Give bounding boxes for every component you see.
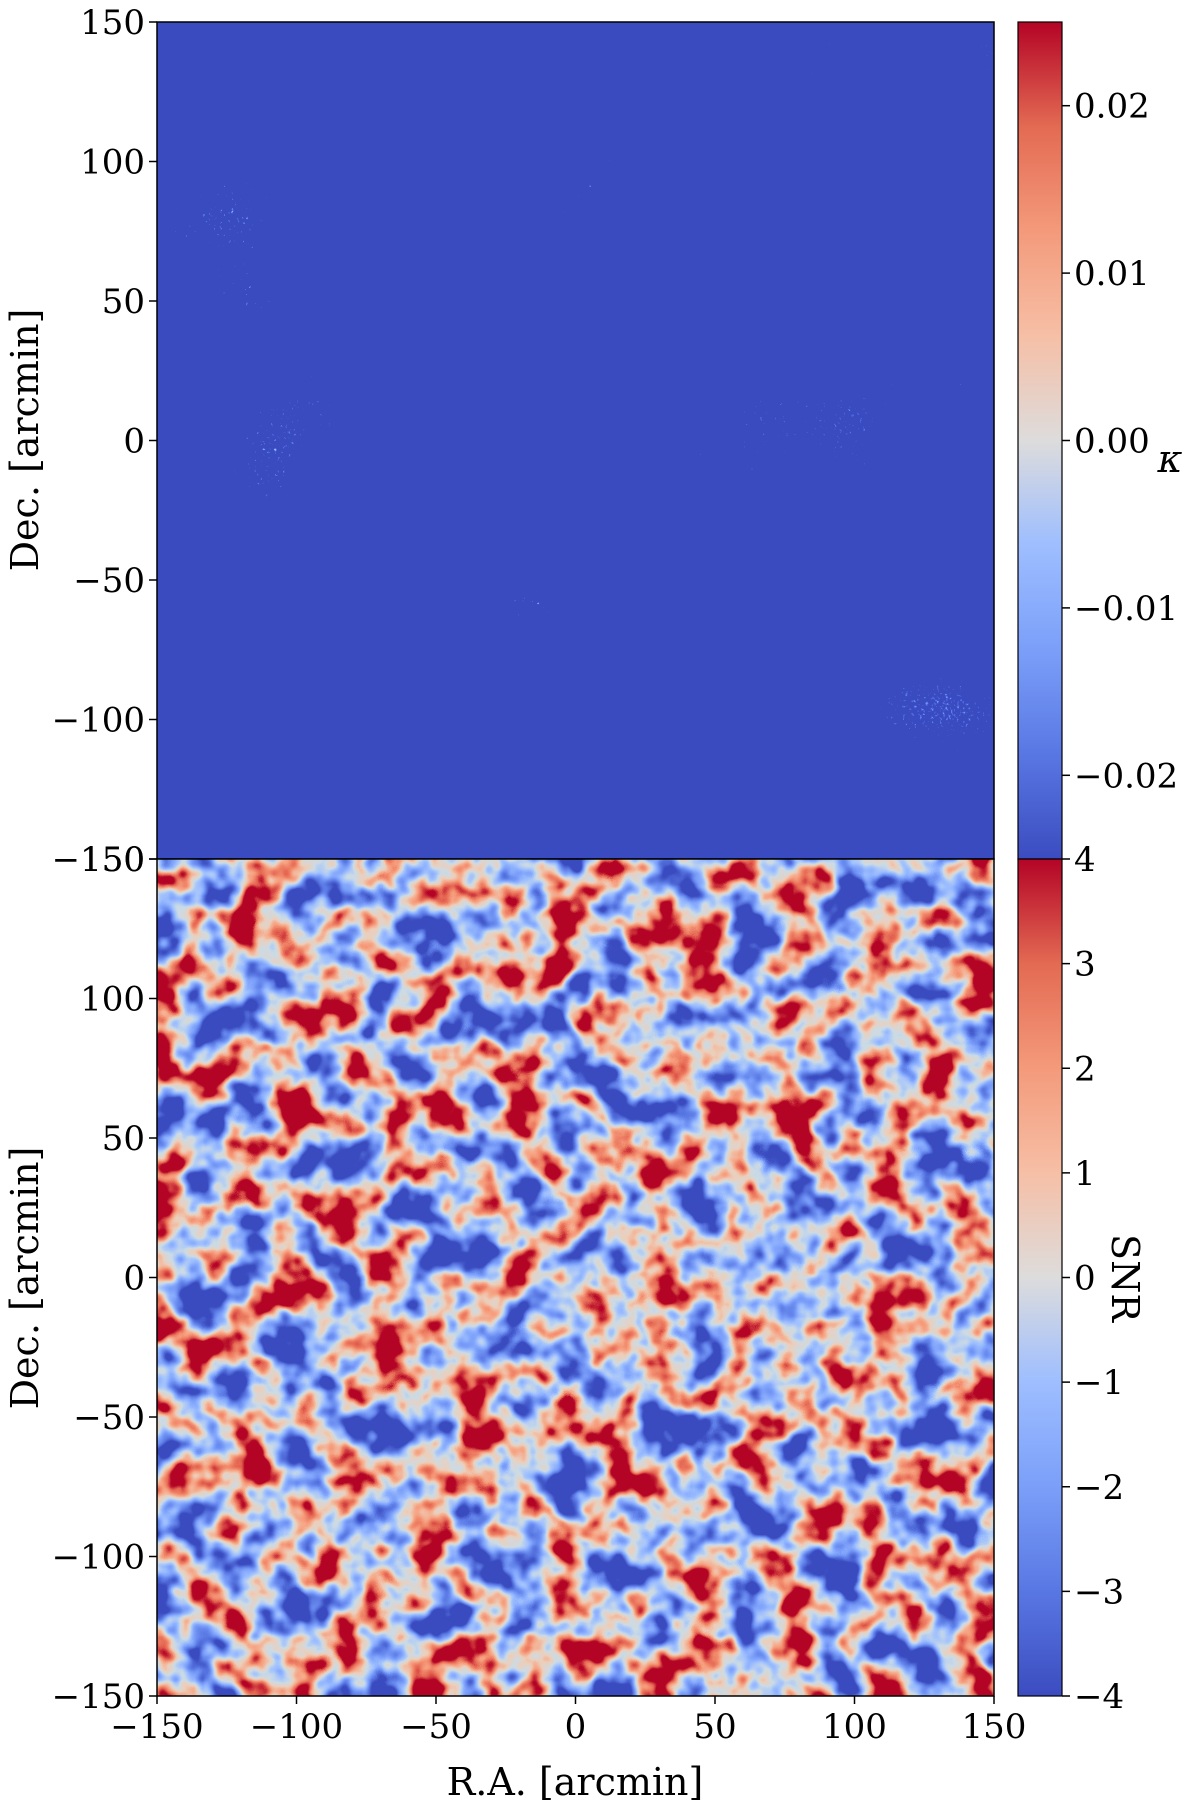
snr-colorbar-tick-label: −4 — [1074, 1677, 1124, 1717]
snr-ytick-label: −50 — [73, 1398, 145, 1438]
snr-colorbar-tick-label: 3 — [1074, 945, 1096, 985]
snr-ytick-label: 100 — [80, 980, 145, 1020]
snr-ytick-label: 0 — [123, 1259, 145, 1299]
snr-colorbar-axis: 4 3 2 1 0 −1 −2 −3 −4 — [1062, 840, 1124, 1717]
snr-ytick-label: −150 — [52, 1677, 145, 1717]
snr-xtick-label: 50 — [693, 1707, 736, 1747]
kappa-ytick-label: 150 — [80, 3, 145, 43]
snr-ytick-label: −100 — [52, 1538, 145, 1578]
kappa-ylabel: Dec. [arcmin] — [3, 309, 47, 572]
snr-colorbar-tick-label: −3 — [1074, 1572, 1124, 1612]
snr-xtick-label: −100 — [250, 1707, 343, 1747]
kappa-ytick-label: −150 — [52, 840, 145, 880]
snr-colorbar-label: SNR — [1103, 1234, 1147, 1323]
kappa-ytick-label: 100 — [80, 143, 145, 183]
kappa-ytick-label: 0 — [123, 422, 145, 462]
kappa-y-axis: 150 100 50 0 −50 −100 −150 — [52, 3, 157, 880]
snr-colorbar-tick-label: −1 — [1074, 1363, 1124, 1403]
snr-y-axis: 150 100 50 0 −50 −100 −150 — [52, 840, 157, 1717]
snr-xtick-label: 0 — [565, 1707, 587, 1747]
snr-colorbar-tick-label: 1 — [1074, 1154, 1096, 1194]
kappa-colorbar-tick-label: −0.02 — [1074, 756, 1178, 796]
kappa-map — [157, 22, 994, 859]
kappa-colorbar-axis: 0.02 0.01 0.00 −0.01 −0.02 — [1062, 87, 1178, 796]
snr-colorbar — [1017, 858, 1063, 1697]
snr-ytick-label: 150 — [80, 840, 145, 880]
snr-ytick-label: 50 — [102, 1119, 145, 1159]
snr-ylabel: Dec. [arcmin] — [3, 1147, 47, 1410]
snr-xtick-label: −50 — [400, 1707, 472, 1747]
snr-colorbar-tick-label: 2 — [1074, 1049, 1096, 1089]
kappa-colorbar-label: κ — [1157, 437, 1183, 481]
kappa-colorbar-tick-label: −0.01 — [1074, 589, 1178, 629]
snr-colorbar-tick-label: −2 — [1074, 1468, 1124, 1508]
kappa-colorbar — [1017, 21, 1063, 860]
kappa-ytick-label: −50 — [73, 561, 145, 601]
snr-xtick-label: −150 — [110, 1707, 203, 1747]
snr-map — [157, 859, 994, 1696]
snr-xlabel: R.A. [arcmin] — [447, 1760, 704, 1804]
kappa-colorbar-tick-label: 0.00 — [1074, 422, 1150, 462]
snr-xtick-label: 150 — [962, 1707, 1027, 1747]
kappa-colorbar-tick-label: 0.01 — [1074, 254, 1150, 294]
kappa-ytick-label: −100 — [52, 701, 145, 741]
snr-colorbar-tick-label: 4 — [1074, 840, 1096, 880]
snr-x-axis: −150 −100 −50 0 50 100 150 — [110, 1696, 1026, 1747]
snr-xtick-label: 100 — [822, 1707, 887, 1747]
kappa-colorbar-tick-label: 0.02 — [1074, 87, 1150, 127]
snr-colorbar-tick-label: 0 — [1074, 1259, 1096, 1299]
kappa-ytick-label: 50 — [102, 282, 145, 322]
